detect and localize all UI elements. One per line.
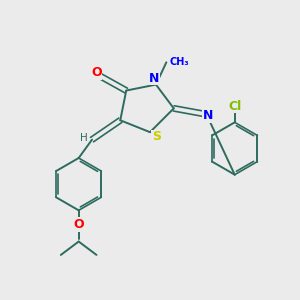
Text: O: O <box>74 218 84 231</box>
Text: S: S <box>152 130 161 143</box>
Text: Cl: Cl <box>228 100 241 112</box>
Text: CH₃: CH₃ <box>170 57 190 67</box>
Text: N: N <box>149 72 160 85</box>
Text: O: O <box>91 66 102 79</box>
Text: H: H <box>80 133 88 143</box>
Text: N: N <box>203 109 213 122</box>
